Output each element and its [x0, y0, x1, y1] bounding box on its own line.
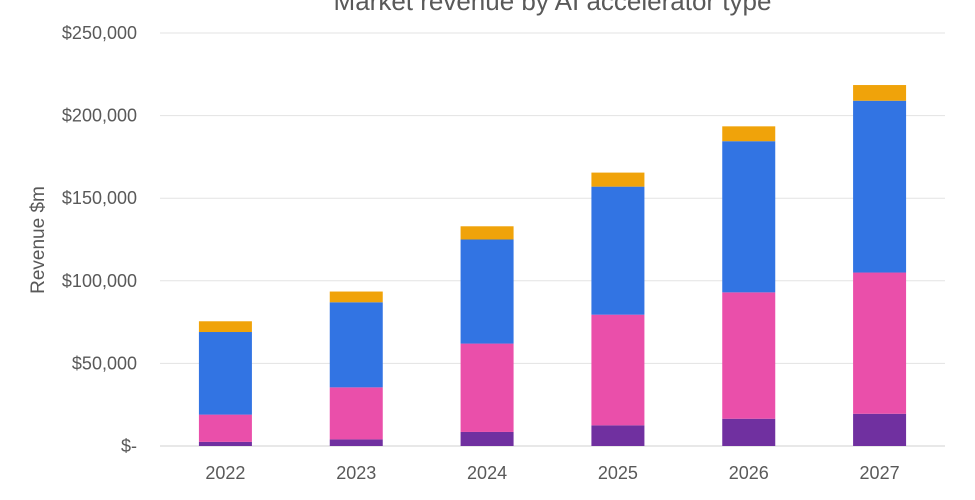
bar-segment: [198, 414, 252, 442]
bar-segment: [591, 186, 645, 315]
bar-segment: [329, 387, 383, 440]
bar-segment: [460, 343, 514, 432]
y-tick-label: $50,000: [72, 353, 137, 373]
y-tick-label: $250,000: [62, 23, 137, 43]
bar-segment: [198, 332, 252, 415]
y-tick-label: $200,000: [62, 106, 137, 126]
bar-segment: [853, 272, 907, 414]
y-tick-label: $150,000: [62, 188, 137, 208]
x-tick-label: 2027: [860, 463, 900, 483]
bar-segment: [591, 172, 645, 187]
bar-segment: [591, 425, 645, 446]
bar-segment: [198, 441, 252, 446]
y-tick-label: $100,000: [62, 271, 137, 291]
bar-segment: [460, 239, 514, 344]
bar-segment: [722, 418, 776, 446]
y-axis-title: Revenue $m: [28, 186, 49, 294]
bar-segment: [722, 292, 776, 419]
bar-segment: [853, 100, 907, 273]
x-tick-label: 2026: [729, 463, 769, 483]
axis-labels: $- $50,000 $100,000 $150,000 $200,000 $250,00…: [62, 23, 900, 483]
x-tick-label: 2022: [205, 463, 245, 483]
bar-segment: [460, 226, 514, 240]
x-tick-label: 2023: [336, 463, 376, 483]
bar-segment: [198, 321, 252, 333]
bar-segment: [329, 291, 383, 303]
bar-segment: [853, 85, 907, 101]
bar-segment: [329, 302, 383, 388]
bar-segment: [460, 431, 514, 446]
chart-title: Market revenue by AI accelerator type: [333, 0, 772, 16]
bar-segment: [722, 126, 776, 142]
bar-segment: [591, 314, 645, 426]
bar-segment: [853, 413, 907, 446]
bar-segment: [329, 439, 383, 446]
bar-segment: [722, 141, 776, 293]
x-tick-label: 2025: [598, 463, 638, 483]
gridlines: [160, 32, 945, 447]
bars: [198, 85, 907, 446]
y-tick-label: $-: [121, 436, 137, 456]
x-tick-label: 2024: [467, 463, 507, 483]
